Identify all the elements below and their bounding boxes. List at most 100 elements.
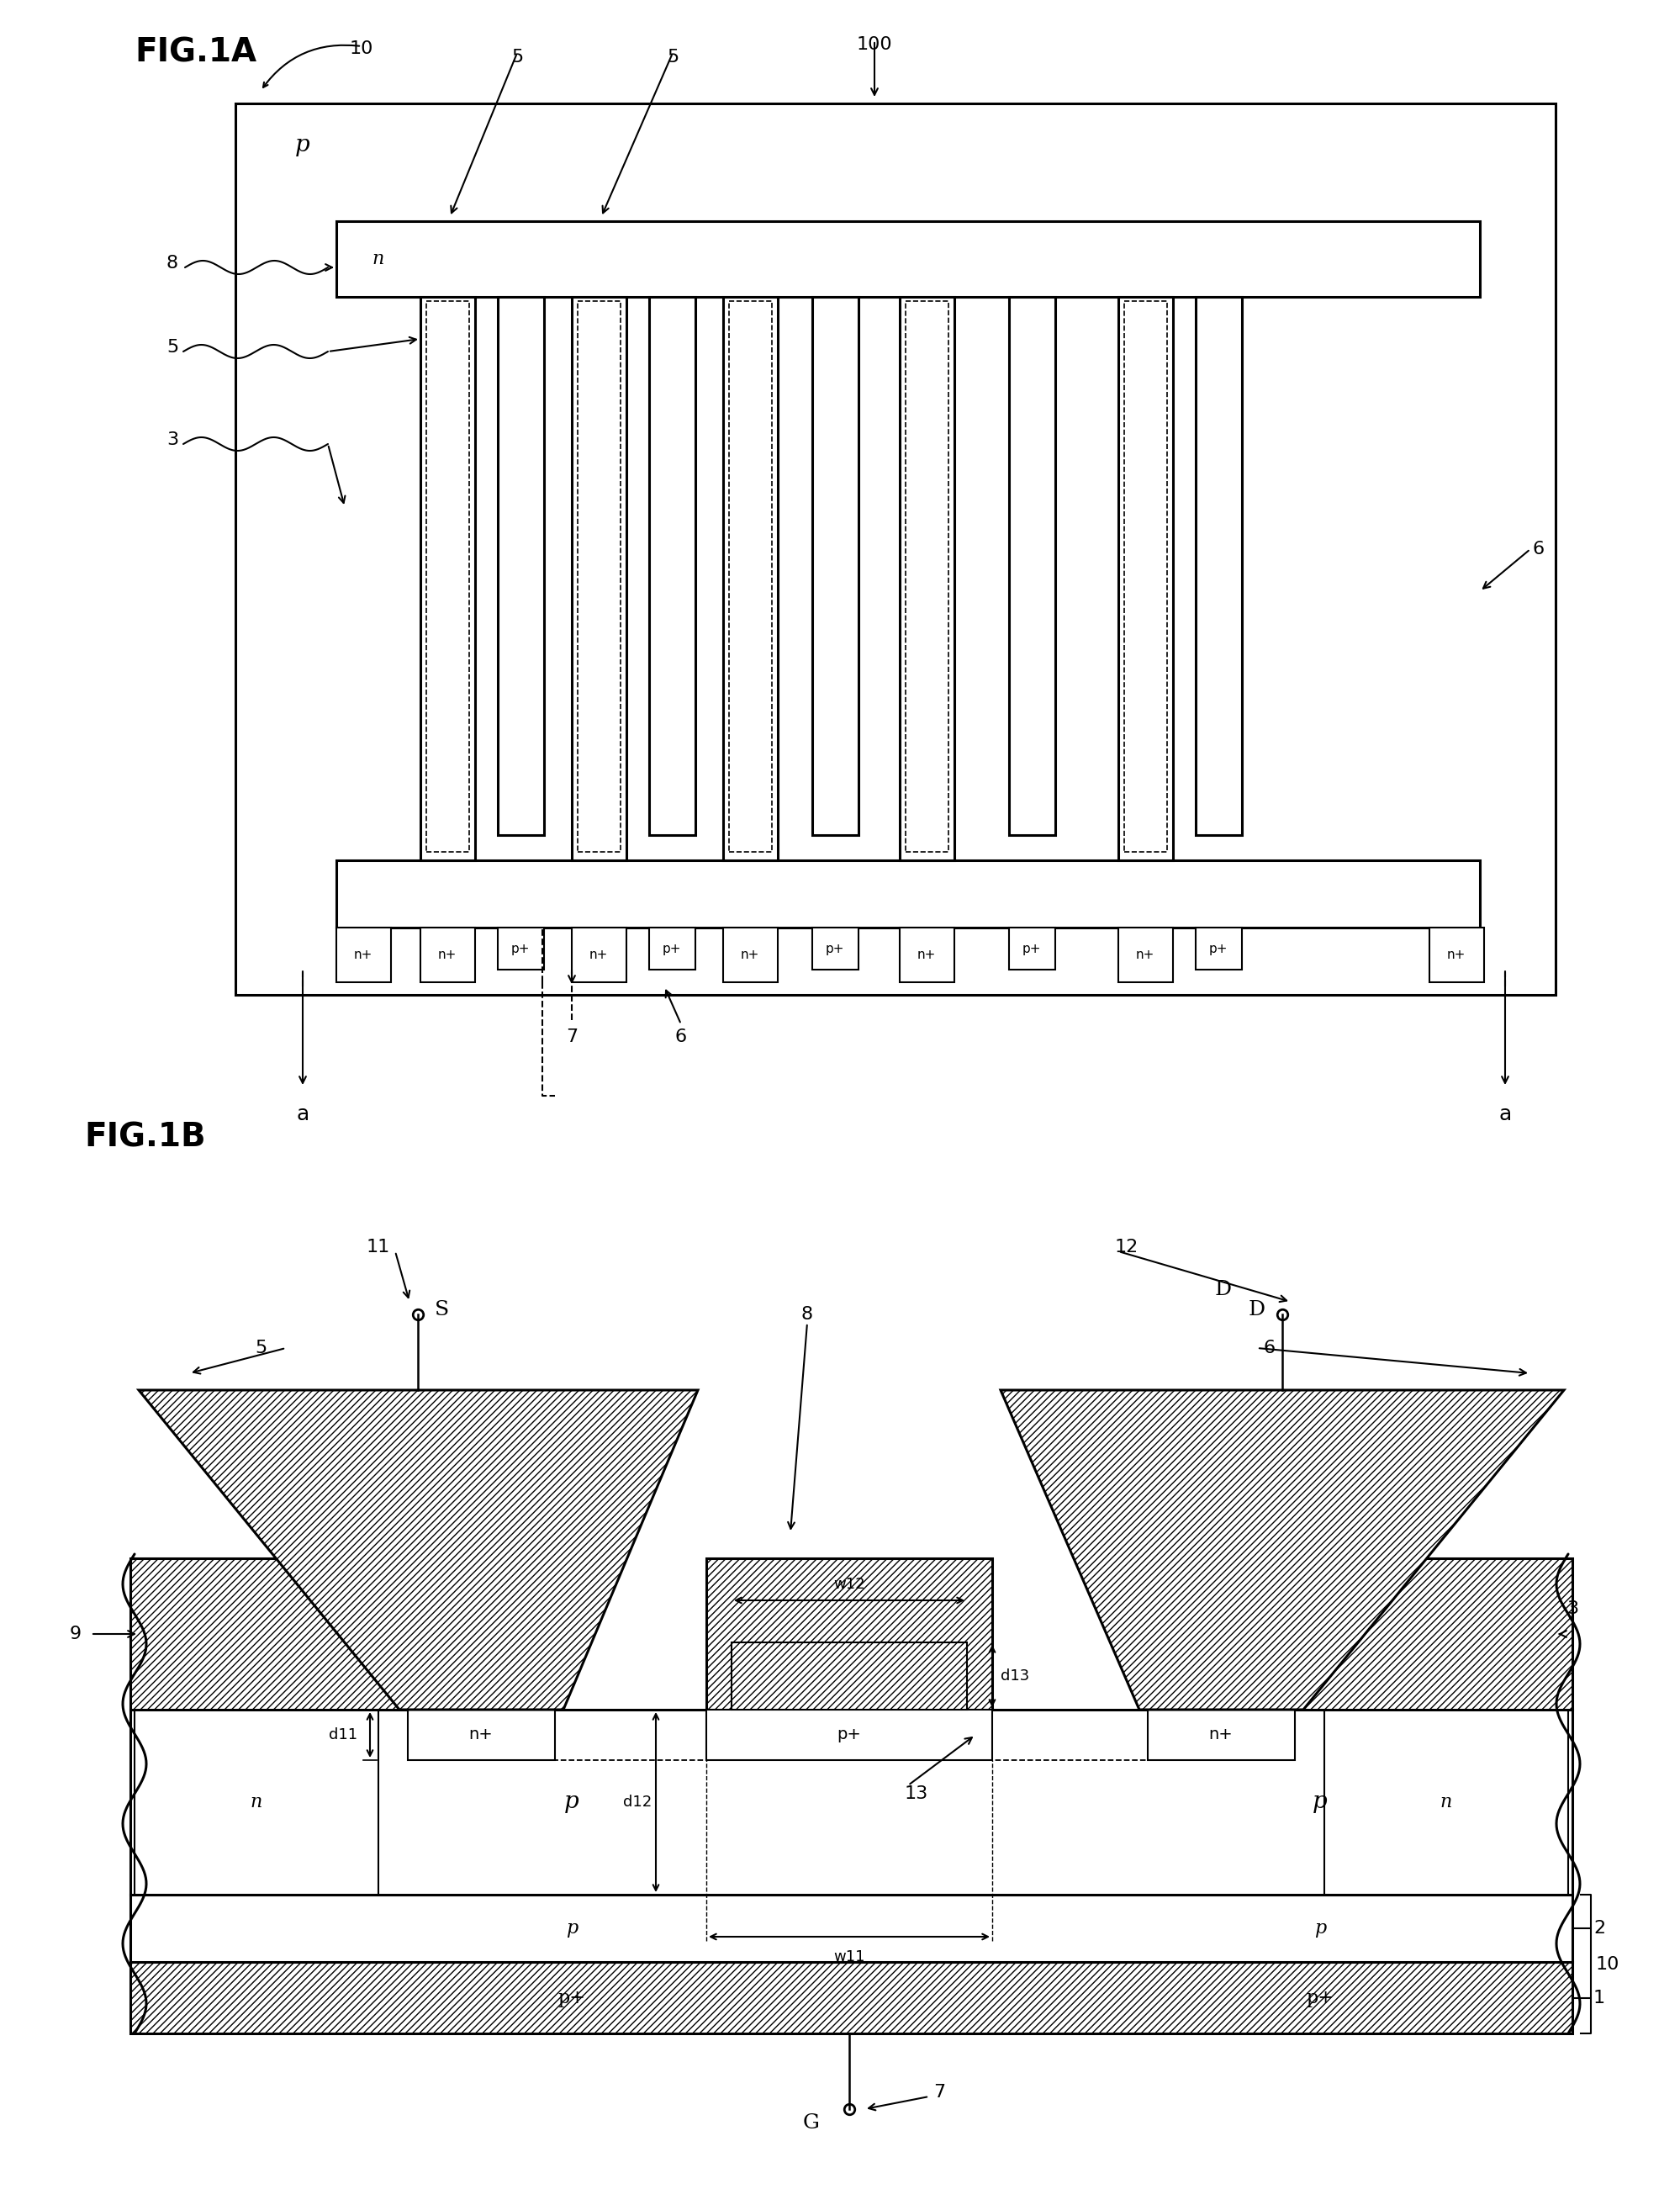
Text: p: p [564,1791,580,1812]
Bar [336,221,1480,298]
Text: 6: 6 [1532,541,1544,558]
Bar [1124,302,1168,852]
Text: 5: 5 [511,48,522,66]
Bar [571,298,627,860]
Bar [235,103,1556,994]
Bar [731,1642,968,1710]
Bar [706,1559,993,1710]
Text: d12: d12 [623,1795,652,1810]
Text: p+: p+ [825,941,845,954]
Bar [571,928,627,983]
Text: 5: 5 [667,48,679,66]
Bar [648,298,696,834]
Text: 2: 2 [1593,1920,1606,1937]
Text: 100: 100 [857,37,892,53]
Text: p+: p+ [1307,1990,1334,2007]
Bar [497,928,544,970]
Bar [420,298,475,860]
Bar [811,928,858,970]
Text: 6: 6 [1263,1340,1275,1357]
Polygon shape [1001,1390,1564,1710]
Text: 13: 13 [904,1786,929,1802]
Text: n+: n+ [438,948,457,961]
Text: 12: 12 [1116,1239,1139,1256]
Bar [420,928,475,983]
Text: d11: d11 [329,1727,358,1742]
Bar [648,928,696,970]
Bar [706,1710,993,1760]
Bar [131,1559,408,1710]
Bar [131,1710,1572,1896]
Text: 11: 11 [366,1239,390,1256]
Text: n: n [1440,1793,1452,1812]
Bar [1010,298,1055,834]
Bar [131,1961,1572,2034]
Text: p+: p+ [558,1990,586,2007]
Text: p: p [1312,1791,1327,1812]
Bar [1295,1559,1572,1710]
Text: 1: 1 [1593,1990,1606,2007]
Text: G: G [803,2112,820,2132]
Text: FIG.1A: FIG.1A [134,37,257,68]
Bar [1147,1710,1295,1760]
Text: w11: w11 [833,1950,865,1964]
Bar [722,298,778,860]
Text: n+: n+ [1136,948,1154,961]
Bar [131,1896,1572,1961]
Bar [811,298,858,834]
Bar [706,1559,993,1710]
Text: n: n [250,1793,262,1812]
Text: n+: n+ [1446,948,1465,961]
Text: n+: n+ [741,948,759,961]
Bar [1324,1710,1567,1896]
Bar [1010,928,1055,970]
Text: 3: 3 [1566,1600,1578,1618]
Bar [578,302,620,852]
Text: 10: 10 [349,39,373,57]
Text: 5: 5 [255,1340,267,1357]
Bar [906,302,949,852]
Text: D: D [1215,1281,1231,1298]
Text: p: p [1314,1920,1326,1937]
Bar [336,928,391,983]
Bar [336,860,1480,928]
Bar [1295,1559,1572,1710]
Text: n+: n+ [590,948,608,961]
Text: n+: n+ [354,948,373,961]
Text: p+: p+ [1210,941,1228,954]
Bar [722,928,778,983]
Text: n+: n+ [1210,1727,1233,1742]
Text: w12: w12 [833,1576,865,1591]
Bar [1196,298,1242,834]
Text: 10: 10 [1596,1957,1620,1972]
Bar [1119,298,1173,860]
Text: n: n [373,250,385,269]
Bar [408,1710,554,1760]
Text: n+: n+ [917,948,936,961]
Text: D: D [1248,1300,1265,1320]
Text: n+: n+ [469,1727,492,1742]
Bar [131,1559,408,1710]
Bar [1430,928,1483,983]
Bar [1119,928,1173,983]
Text: p+: p+ [837,1727,862,1742]
Text: 5: 5 [166,339,178,357]
Bar [729,302,771,852]
Text: p+: p+ [662,941,682,954]
Text: p: p [566,1920,578,1937]
Text: a: a [1499,1103,1512,1125]
Text: a: a [296,1103,309,1125]
Text: p+: p+ [1021,941,1042,954]
Text: 9: 9 [71,1626,82,1642]
Bar [427,302,469,852]
Bar [731,1642,968,1710]
Polygon shape [139,1390,697,1710]
Text: p+: p+ [511,941,529,954]
Bar [131,1961,1572,2034]
Text: p: p [296,134,311,158]
Text: 3: 3 [166,431,178,449]
Text: 7: 7 [934,2084,946,2101]
Text: 7: 7 [566,1029,578,1046]
Text: 6: 6 [675,1029,687,1046]
Text: d13: d13 [1001,1668,1030,1683]
